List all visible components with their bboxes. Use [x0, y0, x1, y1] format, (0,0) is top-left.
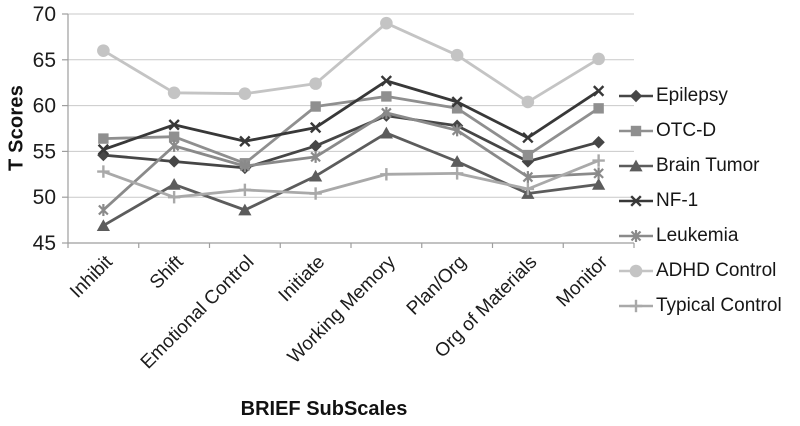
diamond-marker-icon: [309, 139, 322, 153]
legend: Epilepsy OTC-D Brain Tumor NF-1 Leukemia ADHD…: [618, 78, 782, 323]
legend-item-adhd-control: ADHD Control: [618, 253, 782, 288]
legend-label: NF-1: [656, 189, 699, 211]
marker-stroke: [630, 194, 642, 207]
marker-stroke: [310, 151, 321, 163]
x-category-label: Monitor: [553, 251, 613, 311]
circle-marker-icon: [592, 52, 605, 66]
x-axis-title: BRIEF SubScales: [240, 398, 408, 420]
legend-label: Brain Tumor: [656, 154, 760, 176]
series-typical-control: [97, 154, 605, 204]
marker-stroke: [630, 230, 642, 241]
diamond-marker-icon: [629, 89, 643, 102]
series-line: [102, 131, 599, 227]
marker-stroke: [381, 107, 392, 119]
marker-stroke: [593, 168, 604, 179]
circle-marker-icon: [167, 86, 181, 100]
marker-stroke: [451, 125, 463, 136]
legend-label: Typical Control: [656, 294, 782, 316]
square-marker-icon: [98, 133, 109, 144]
series-line: [102, 79, 600, 151]
legend-item-leukemia: Leukemia: [618, 218, 782, 253]
legend-key-square-icon: [619, 125, 653, 136]
circle-marker-icon: [309, 77, 322, 90]
legend-item-nf-1: NF-1: [618, 183, 782, 218]
legend-key-asterisk-icon: [619, 229, 653, 242]
square-marker-icon: [168, 131, 180, 142]
circle-marker-icon: [238, 87, 252, 100]
y-tick-label: 65: [33, 49, 56, 72]
y-tick-label: 70: [33, 3, 56, 26]
marker-stroke: [97, 143, 110, 156]
marker-stroke: [168, 119, 180, 131]
y-tick-label: 50: [33, 186, 56, 209]
series-line: [103, 95, 600, 165]
y-tick-label: 45: [33, 232, 56, 255]
marker-stroke: [592, 85, 605, 97]
circle-marker-icon: [521, 95, 535, 109]
legend-key-plus-icon: [619, 299, 653, 312]
x-category-label: Shift: [146, 251, 188, 293]
x-category-label: Initiate: [275, 252, 329, 306]
marker-stroke: [168, 140, 180, 152]
triangle-marker-icon: [629, 159, 643, 171]
marker-stroke: [239, 135, 251, 147]
marker-stroke: [380, 75, 393, 87]
legend-key-x-icon: [619, 194, 653, 207]
legend-item-brain-tumor: Brain Tumor: [618, 148, 782, 183]
legend-key-circle-icon: [619, 264, 653, 277]
legend-key-triangle-icon: [619, 159, 653, 171]
marker-stroke: [522, 132, 534, 144]
square-marker-icon: [593, 103, 604, 114]
triangle-marker-icon: [379, 126, 393, 139]
diamond-marker-icon: [592, 136, 605, 149]
triangle-marker-icon: [592, 177, 606, 190]
series-brain-tumor: [96, 126, 606, 231]
legend-item-epilepsy: Epilepsy: [618, 78, 782, 113]
series-epilepsy: [97, 109, 605, 175]
series-leukemia: [98, 106, 604, 217]
triangle-marker-icon: [238, 203, 252, 216]
series-line: [102, 21, 600, 104]
circle-marker-icon: [380, 16, 393, 30]
series-nf-1: [97, 75, 605, 156]
y-tick-label: 55: [33, 140, 56, 163]
square-marker-icon: [381, 91, 392, 102]
legend-key-diamond-icon: [619, 89, 653, 102]
legend-label: ADHD Control: [656, 259, 777, 281]
legend-item-typical-control: Typical Control: [618, 288, 782, 323]
legend-label: OTC-D: [656, 119, 717, 141]
triangle-marker-icon: [96, 219, 110, 231]
series-adhd-control: [97, 16, 605, 109]
legend-label: Epilepsy: [656, 84, 728, 106]
series-line: [102, 159, 600, 199]
triangle-marker-icon: [309, 169, 323, 182]
circle-marker-icon: [629, 264, 643, 277]
legend-item-otc-d: OTC-D: [618, 113, 782, 148]
triangle-marker-icon: [167, 177, 181, 190]
series-line: [102, 111, 599, 212]
square-marker-icon: [630, 125, 642, 136]
marker-stroke: [239, 160, 251, 172]
legend-label: Leukemia: [656, 224, 739, 246]
marker-stroke: [522, 171, 534, 183]
triangle-marker-icon: [450, 155, 464, 167]
x-category-label: Plan/Org: [403, 252, 471, 320]
y-axis-title: T Scores: [5, 84, 28, 172]
marker-stroke: [309, 121, 322, 134]
marker-stroke: [98, 204, 109, 216]
square-marker-icon: [451, 103, 463, 114]
diamond-marker-icon: [167, 155, 181, 168]
marker-stroke: [451, 96, 463, 108]
x-category-label: Inhibit: [66, 251, 117, 302]
square-marker-icon: [522, 149, 534, 161]
series-line: [103, 114, 599, 170]
y-tick-label: 60: [33, 95, 56, 118]
circle-marker-icon: [97, 44, 110, 57]
square-marker-icon: [310, 101, 321, 112]
circle-marker-icon: [450, 48, 464, 62]
